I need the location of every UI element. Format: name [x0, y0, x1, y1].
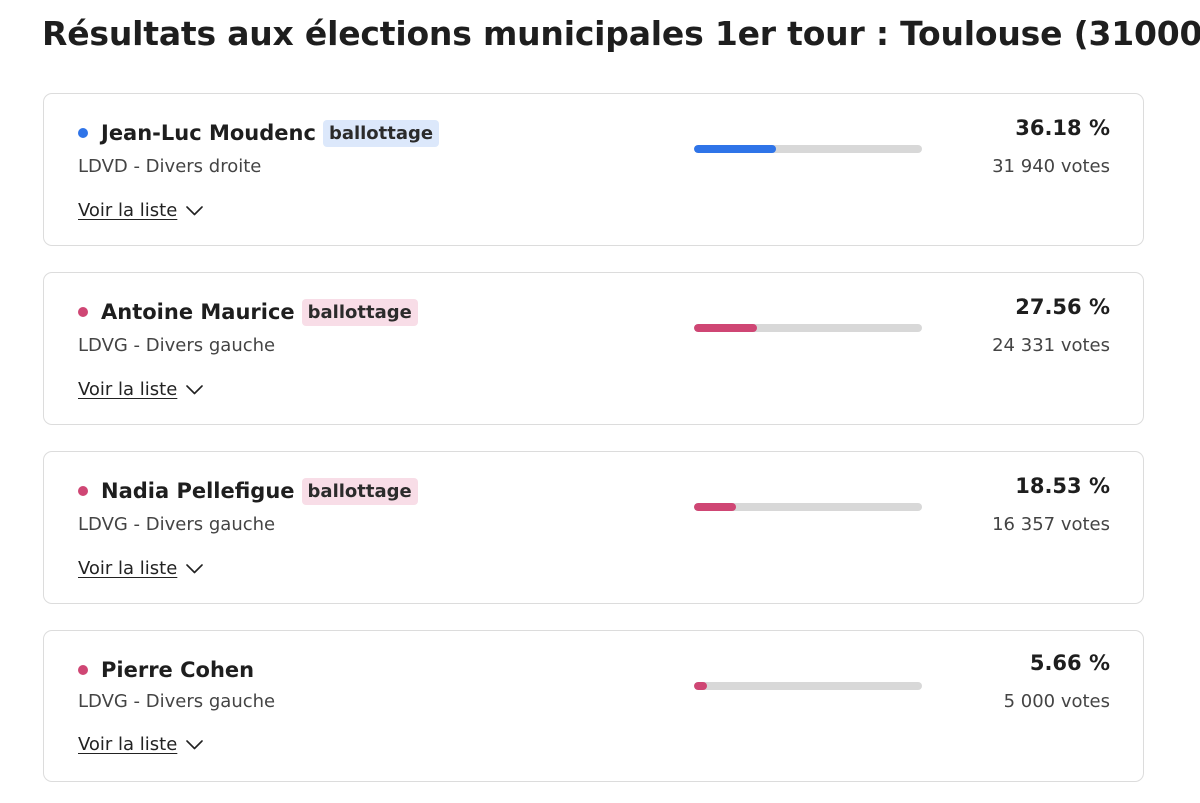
ballottage-badge: ballottage [301, 298, 418, 326]
result-card-pellefigue: Nadia Pellefigue ballottage LDVG - Diver… [43, 451, 1144, 604]
party-label: LDVG - Divers gauche [78, 514, 276, 535]
candidate-header: Jean-Luc Moudenc ballottage [78, 116, 440, 150]
vote-percentage: 36.18 % [1015, 116, 1110, 140]
vote-count: 31 940 votes [992, 156, 1110, 177]
candidate-header: Antoine Maurice ballottage [78, 295, 418, 329]
candidate-header: Nadia Pellefigue ballottage [78, 474, 418, 508]
vote-share-bar [694, 145, 922, 153]
candidate-name: Pierre Cohen [101, 658, 255, 682]
vote-share-bar [694, 682, 922, 690]
party-label: LDVD - Divers droite [78, 156, 262, 177]
party-label: LDVG - Divers gauche [78, 691, 276, 712]
voir-la-liste-toggle[interactable]: Voir la liste [78, 734, 204, 755]
party-color-dot [78, 128, 88, 138]
candidate-header: Pierre Cohen [78, 653, 254, 687]
chevron-down-icon [186, 205, 204, 216]
candidate-name: Nadia Pellefigue [101, 479, 295, 503]
vote-percentage: 18.53 % [1015, 474, 1110, 498]
vote-share-bar-fill [694, 145, 777, 153]
result-card-maurice: Antoine Maurice ballottage LDVG - Divers… [43, 272, 1144, 425]
party-color-dot [78, 486, 88, 496]
chevron-down-icon [186, 563, 204, 574]
vote-count: 5 000 votes [1003, 691, 1110, 712]
result-card-moudenc: Jean-Luc Moudenc ballottage LDVD - Diver… [43, 93, 1144, 246]
candidate-name: Jean-Luc Moudenc [101, 121, 316, 145]
vote-share-bar-fill [694, 682, 707, 690]
vote-count: 24 331 votes [992, 335, 1110, 356]
party-color-dot [78, 307, 88, 317]
vote-percentage: 5.66 % [1029, 651, 1110, 675]
page-title: Résultats aux élections municipales 1er … [42, 14, 1200, 53]
party-label: LDVG - Divers gauche [78, 335, 276, 356]
voir-la-liste-label[interactable]: Voir la liste [78, 200, 178, 221]
voir-la-liste-toggle[interactable]: Voir la liste [78, 558, 204, 579]
chevron-down-icon [186, 739, 204, 750]
voir-la-liste-toggle[interactable]: Voir la liste [78, 379, 204, 400]
candidate-name: Antoine Maurice [101, 300, 295, 324]
vote-count: 16 357 votes [992, 514, 1110, 535]
ballottage-badge: ballottage [322, 119, 440, 147]
vote-percentage: 27.56 % [1015, 295, 1110, 319]
party-color-dot [78, 665, 88, 675]
result-card-cohen: Pierre Cohen LDVG - Divers gauche Voir l… [43, 630, 1144, 782]
vote-share-bar [694, 324, 922, 332]
chevron-down-icon [186, 384, 204, 395]
ballottage-badge: ballottage [301, 477, 418, 505]
voir-la-liste-label[interactable]: Voir la liste [78, 558, 178, 579]
vote-share-bar-fill [694, 324, 757, 332]
voir-la-liste-label[interactable]: Voir la liste [78, 734, 178, 755]
vote-share-bar [694, 503, 922, 511]
vote-share-bar-fill [694, 503, 737, 511]
voir-la-liste-toggle[interactable]: Voir la liste [78, 200, 204, 221]
voir-la-liste-label[interactable]: Voir la liste [78, 379, 178, 400]
